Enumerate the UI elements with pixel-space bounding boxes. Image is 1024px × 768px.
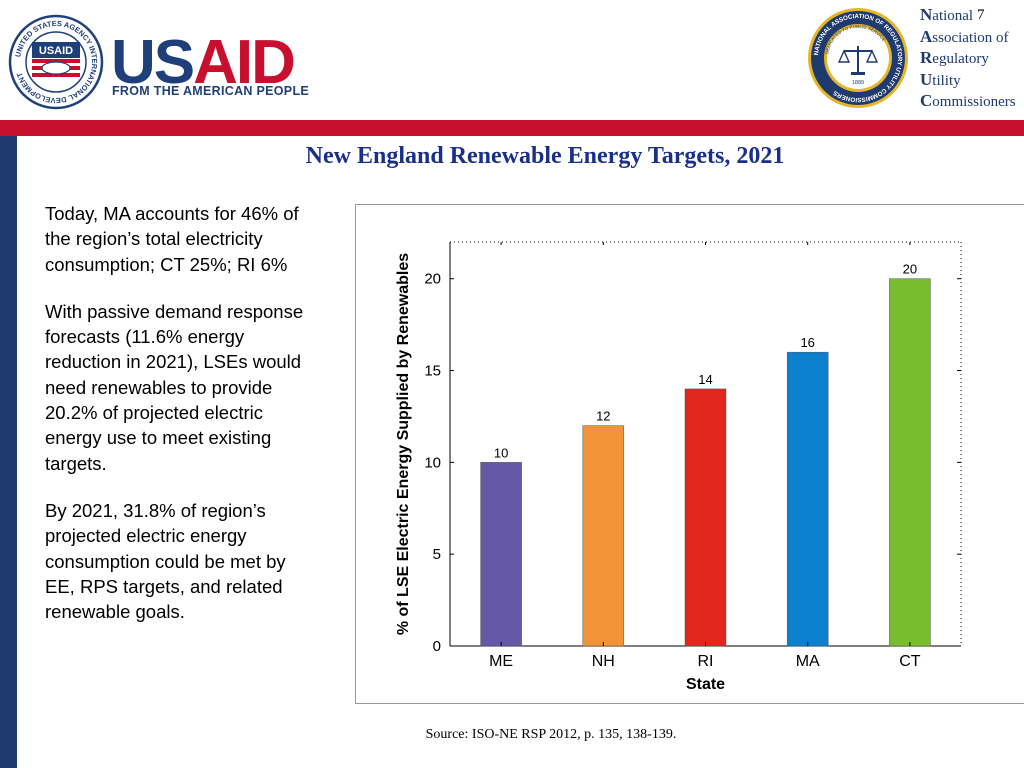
naruc-seal-year: 1889 xyxy=(852,80,864,86)
bar-ct xyxy=(889,278,931,647)
body-paragraph: Today, MA accounts for 46% of the region… xyxy=(45,203,299,275)
x-tick-label: NH xyxy=(592,653,615,670)
usaid-wordmark-us: US xyxy=(111,28,195,97)
usaid-wordmark: USAID xyxy=(111,32,296,94)
y-tick-label: 15 xyxy=(424,363,441,380)
x-axis-title: State xyxy=(686,676,725,693)
header-divider-band xyxy=(0,120,1024,136)
naruc-line: National xyxy=(920,5,974,24)
usaid-seal-badge: USAID xyxy=(39,45,73,57)
naruc-name: National Association of Regulatory Utili… xyxy=(920,5,1016,113)
data-label: 12 xyxy=(596,409,610,424)
bar-chart: 0 5 10 15 20 10 ME 12 NH 14 RI 16 MA 20 CT State % of LS… xyxy=(395,241,962,693)
body-paragraph: With passive demand response forecasts (… xyxy=(45,300,304,474)
x-tick-label: MA xyxy=(796,653,820,670)
naruc-line: Regulatory xyxy=(920,48,989,67)
naruc-seal-icon: NATIONAL ASSOCIATION OF REGULATORY UTILI… xyxy=(808,8,908,108)
page-number: 7 xyxy=(977,7,985,23)
usaid-wordmark-aid: AID xyxy=(193,28,296,97)
y-tick-label: 10 xyxy=(424,454,441,471)
usaid-tagline: FROM THE AMERICAN PEOPLE xyxy=(112,84,310,98)
body-paragraph: By 2021, 31.8% of region’s projected ele… xyxy=(45,499,286,623)
data-label: 20 xyxy=(903,262,917,277)
bar-me xyxy=(480,462,522,647)
bar-ri xyxy=(684,388,727,647)
naruc-line: Association of xyxy=(920,26,1009,46)
usaid-seal-icon: UNITED STATES AGENCY INTERNATIONAL DEVEL… xyxy=(8,14,104,110)
naruc-line: Utility xyxy=(920,69,961,89)
y-axis-title: % of LSE Electric Energy Supplied by Ren… xyxy=(395,253,412,635)
usaid-logo: UNITED STATES AGENCY INTERNATIONAL DEVEL… xyxy=(8,14,328,114)
y-tick-label: 0 xyxy=(433,638,441,655)
data-label: 16 xyxy=(800,335,814,350)
x-tick-label: CT xyxy=(899,653,921,670)
body-text: Today, MA accounts for 46% of the region… xyxy=(45,201,317,646)
bar-ma xyxy=(786,351,829,647)
left-accent-bar xyxy=(0,136,17,768)
source-note: Source: ISO-NE RSP 2012, p. 135, 138-139… xyxy=(425,727,677,742)
x-tick-label: ME xyxy=(489,653,513,670)
naruc-line: Commissioners xyxy=(920,91,1016,110)
y-tick-label: 5 xyxy=(433,546,441,563)
data-label: 10 xyxy=(494,445,508,460)
y-tick-label: 20 xyxy=(424,271,441,288)
bar-nh xyxy=(582,425,625,647)
data-label: 14 xyxy=(698,372,712,387)
x-tick-label: RI xyxy=(698,653,714,670)
slide-title: New England Renewable Energy Targets, 20… xyxy=(305,143,785,169)
